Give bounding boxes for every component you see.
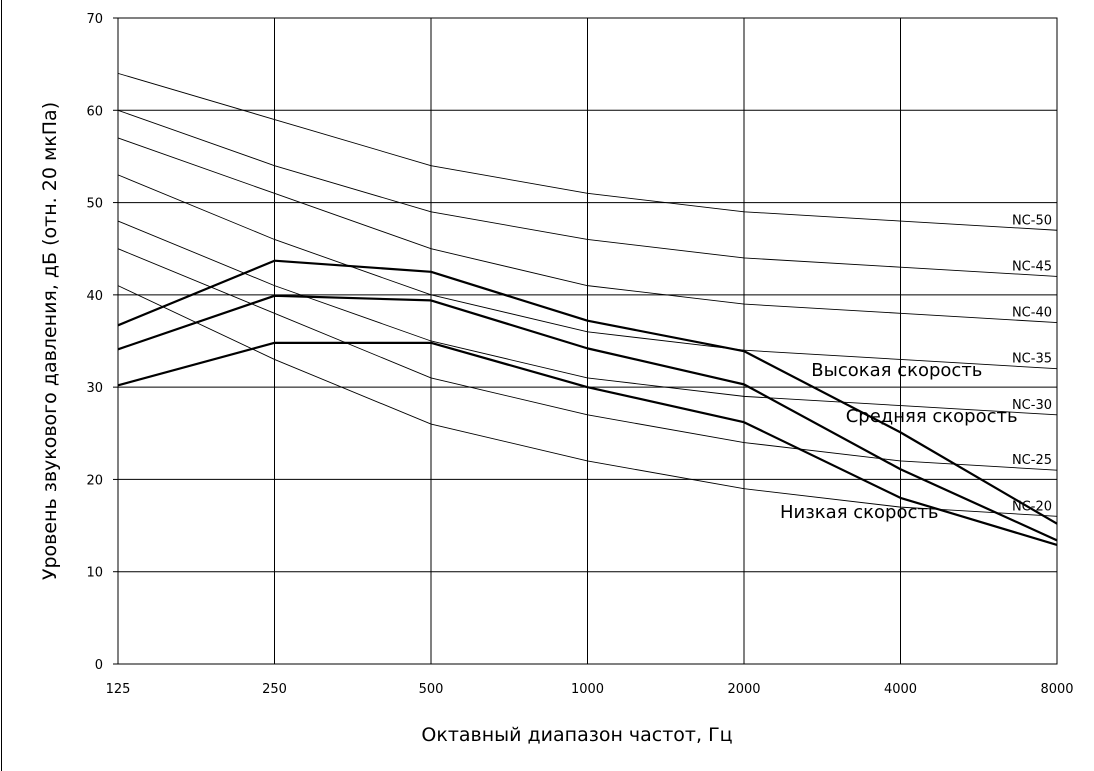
speed-series-labels: Высокая скорость Средняя скорость Низкая с… [780,360,1018,523]
speed-line-0 [117,259,1058,525]
speed-label-1: Средняя скорость [846,406,1018,427]
x-axis-label: Октавный диапазон частот, Гц [421,724,732,746]
x-tick-label-8000: 8000 [1040,682,1073,697]
speed-line-2 [117,341,1058,547]
speed-line-1 [117,294,1058,542]
x-tick-label-500: 500 [419,682,444,697]
nc-curve-labels: NC-50 NC-45 NC-40 NC-35 NC-30 NC-25 NC-20 [1012,213,1052,514]
nc-label-nc-25: NC-25 [1012,453,1052,468]
y-tick-label-40: 40 [86,289,103,304]
y-tick-label-30: 30 [86,381,103,396]
nc-label-nc-45: NC-45 [1012,259,1052,274]
nc-curve-nc-35 [117,174,1058,370]
plot-frame [117,17,1058,665]
nc-label-nc-35: NC-35 [1012,352,1052,367]
y-tick-label-70: 70 [86,12,103,27]
y-tick-label-10: 10 [86,566,103,581]
x-tick-label-2000: 2000 [727,682,760,697]
nc-curve-nc-40 [117,137,1058,323]
y-tick-labels: 0 10 20 30 40 50 60 70 [86,12,118,673]
plot-border [117,17,1058,665]
nc-label-nc-30: NC-30 [1012,398,1052,413]
speed-label-0: Высокая скорость [811,360,982,381]
nc-curve-nc-45 [117,109,1058,277]
nc-label-nc-40: NC-40 [1012,306,1052,321]
x-tick-labels: 125 250 500 1000 2000 4000 8000 [106,682,1074,697]
nc-curve-nc-50 [117,72,1058,231]
speed-series [117,259,1058,547]
y-axis-label: Уровень звукового давления, дБ (отн. 20 … [39,102,61,580]
y-tick-label-50: 50 [86,197,103,212]
nc-curve-nc-20 [117,285,1058,517]
y-tick-label-20: 20 [86,473,103,488]
nc-curve-nc-25 [117,248,1058,471]
nc-label-nc-20: NC-20 [1012,499,1052,514]
x-tick-label-250: 250 [262,682,287,697]
x-tick-label-4000: 4000 [884,682,917,697]
speed-label-2: Низкая скорость [780,502,938,523]
nc-curve-nc-30 [117,220,1058,416]
x-tick-label-125: 125 [106,682,131,697]
nc-label-nc-50: NC-50 [1012,213,1052,228]
nc-curves [117,72,1058,517]
y-tick-label-60: 60 [86,104,103,119]
y-tick-label-0: 0 [95,658,103,673]
x-tick-label-1000: 1000 [571,682,604,697]
